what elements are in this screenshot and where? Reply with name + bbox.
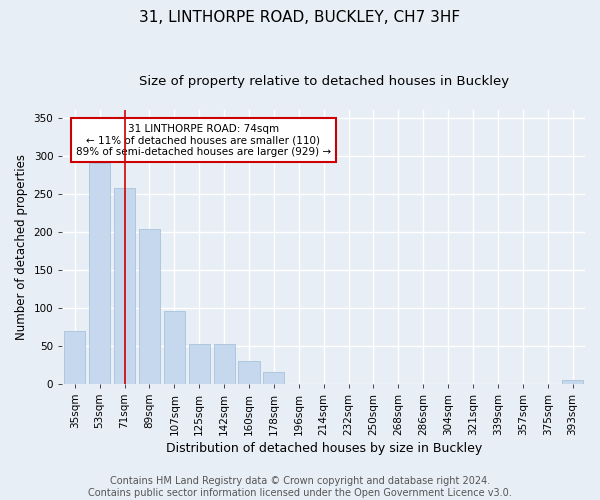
X-axis label: Distribution of detached houses by size in Buckley: Distribution of detached houses by size … (166, 442, 482, 455)
Bar (64, 330, 85, 384)
Bar (89, 164, 110, 384)
Text: Contains HM Land Registry data © Crown copyright and database right 2024.
Contai: Contains HM Land Registry data © Crown c… (88, 476, 512, 498)
Bar (263, 372, 284, 384)
Y-axis label: Number of detached properties: Number of detached properties (15, 154, 28, 340)
Title: Size of property relative to detached houses in Buckley: Size of property relative to detached ho… (139, 75, 509, 88)
Bar (562, 380, 583, 384)
Text: 31, LINTHORPE ROAD, BUCKLEY, CH7 3HF: 31, LINTHORPE ROAD, BUCKLEY, CH7 3HF (139, 10, 461, 25)
Bar (188, 344, 210, 384)
Bar (114, 188, 135, 384)
Bar (238, 361, 260, 384)
Bar (139, 228, 160, 384)
Bar (214, 344, 235, 384)
Text: 31 LINTHORPE ROAD: 74sqm
← 11% of detached houses are smaller (110)
89% of semi-: 31 LINTHORPE ROAD: 74sqm ← 11% of detach… (76, 124, 331, 157)
Bar (164, 311, 185, 384)
